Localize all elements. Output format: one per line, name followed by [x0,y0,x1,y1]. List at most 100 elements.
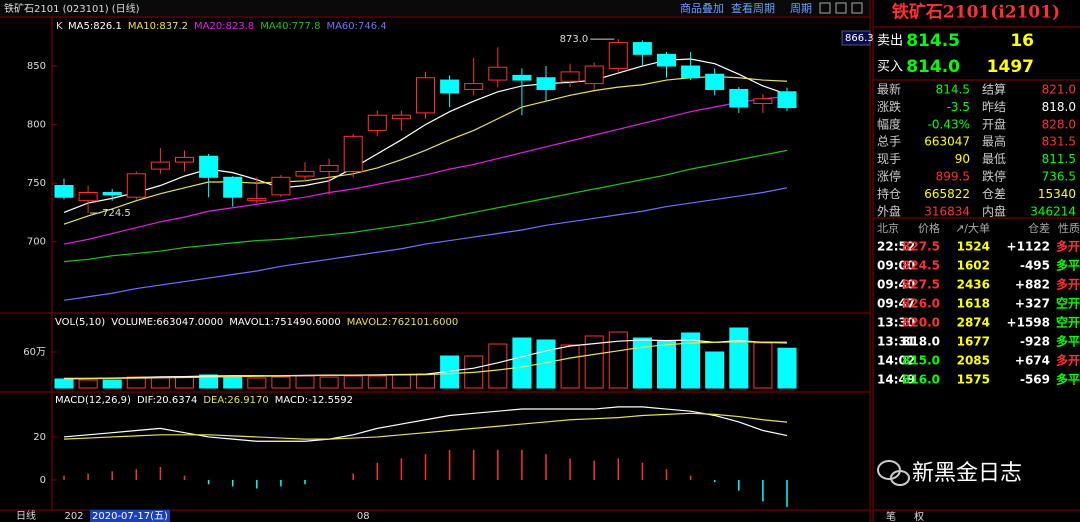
volume-bar [512,337,532,389]
quote-cell: 663047 [924,135,970,149]
candle-body [584,65,604,85]
trade-cell: 2085 [957,354,990,368]
trade-cell: 816.0 [902,373,940,387]
quote-cell: 814.5 [936,83,970,97]
quote-cell: 涨跌 [877,99,901,114]
y-tick-label: 800 [27,120,46,131]
quote-cell: 665822 [924,187,970,201]
trade-header: 性质 [1058,221,1080,235]
legend-entry: MACD(12,26,9) [55,395,131,406]
trade-cell: 13:31 [877,335,915,349]
quote-cell: -0.43% [928,117,970,131]
quote-cell: 结算 [982,82,1006,97]
candle-body [150,161,170,170]
quote-cell: 昨结 [982,100,1006,114]
quote-cell: 持仓 [877,186,901,201]
icon[interactable] [835,2,847,14]
candle-body [78,192,98,202]
plot: 700 750 800 850 60万 0 20 202 08 MA5:826.1 MA10:837… [23,21,797,522]
candle-body [271,176,291,196]
trade-cell: 824.5 [902,259,940,273]
trade-cell: +1598 [1007,316,1050,330]
quote-cell: 828.0 [1042,117,1076,131]
candle-body [729,88,749,108]
legend-entry: VOL(5,10) [55,317,105,328]
icon[interactable] [851,2,863,14]
y-tick-label: 850 [27,61,46,72]
candle-body [464,83,484,90]
volume-bar [488,343,508,389]
candle-body [391,114,411,120]
volume-bar [199,374,219,389]
quote-cell: 最新 [877,82,901,97]
quote-cell: 90 [955,152,970,166]
watermark: 新黑金日志 [912,461,1022,486]
legend-entry: MA60:746.4 [326,21,386,32]
candle-body [657,53,676,67]
trade-cell: 14:49 [877,373,915,387]
volume-bar [78,379,98,389]
candle-body [54,184,74,198]
menu-link[interactable]: 周期 [790,2,812,15]
quote-cell: 最低 [982,152,1006,166]
trade-cell: 820.0 [902,316,940,330]
candle-body [367,114,387,131]
trade-cell: 09:40 [877,278,915,292]
quote-cell: 买入 [877,60,903,75]
trade-header: ↗/大单 [955,221,990,235]
chart-label: K [56,21,63,32]
candle-body [102,192,122,196]
trade-cell: 09:47 [877,297,915,311]
candle-body [488,66,508,81]
quote-cell: 外盘 [877,203,901,218]
volume-bar [753,342,773,389]
trade-cell: 空开 [1056,296,1080,311]
wechat-icon [877,460,910,486]
volume-bar [102,379,122,389]
volume-bar [705,351,725,389]
y-tick-label: 750 [27,178,46,189]
cursor-date-box [90,510,170,522]
volume-bar [416,373,435,389]
legend-entry: MAVOL1:751490.6000 [229,317,340,328]
candle-body [440,79,460,94]
footer-tab[interactable]: 权 [914,510,924,522]
quote-cell: 卖出 [877,34,903,49]
y-tick-label: 60万 [23,347,46,358]
legend-entry: MA40:777.8 [260,21,320,32]
quote-cell: 跌停 [982,169,1006,184]
trade-cell: 13:30 [877,316,915,330]
indicator-line [63,406,788,442]
quote-cell: 1497 [987,57,1034,77]
period-label: 日线 [16,509,36,522]
icon[interactable] [819,2,831,14]
indicator-line [63,341,788,380]
candle-body [632,42,652,55]
candle-body [343,135,363,172]
trade-cell: 1618 [957,297,990,311]
y-tick-label: 0 [40,475,46,486]
trade-cell: 827.5 [902,278,940,292]
trade-header: 仓差 [1028,221,1050,235]
quote-cell: 总手 [877,135,901,149]
candle-body [681,65,701,79]
trade-header: 北京 [877,221,899,235]
annotation: 873.0 [560,34,589,45]
quote-cell: 开盘 [982,116,1006,131]
trade-cell: 多平 [1056,334,1080,349]
annotation: 724.5 [102,208,131,219]
volume-bar [295,375,315,389]
price-marker: 866.3 [845,33,874,44]
quote-cell: 736.5 [1042,170,1076,184]
menu-link[interactable]: 查看周期 [731,1,775,15]
legend-entry: MA5:826.1 [68,21,122,32]
quote-cell: -3.5 [947,100,970,114]
menu-link[interactable]: 商品叠加 [680,1,724,15]
candle-body [705,73,725,90]
quote-cell: 15340 [1038,187,1076,201]
price-marker-box [841,30,871,46]
legend-entry: VOLUME:663047.0000 [111,317,223,328]
quote-cell: 内盘 [982,203,1006,218]
footer-tab[interactable]: 笔 [886,510,896,522]
